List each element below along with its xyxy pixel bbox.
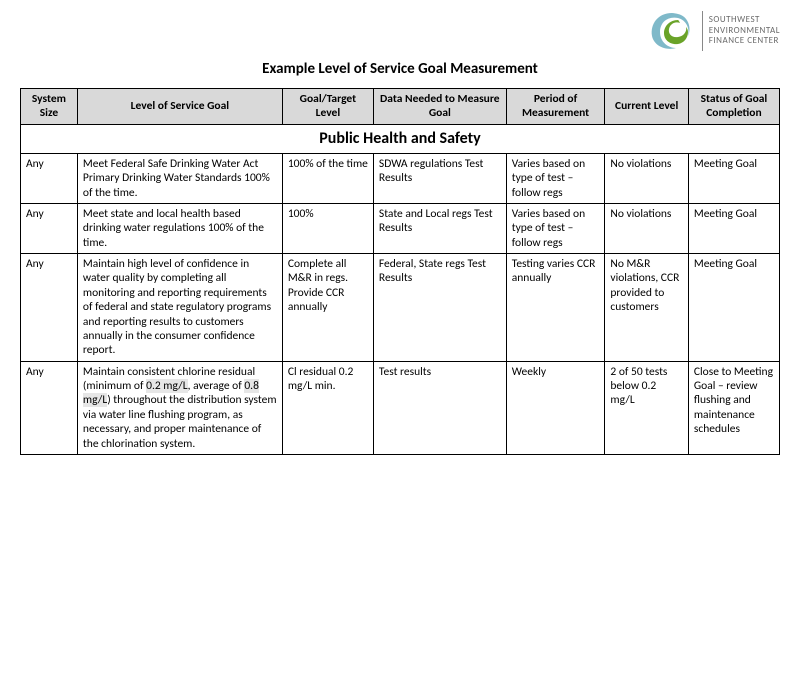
table-header-row: System Size Level of Service Goal Goal/T… bbox=[21, 89, 780, 125]
cell-current: No M&R violations, CCR provided to custo… bbox=[605, 254, 688, 362]
table-row: Any Meet Federal Safe Drinking Water Act… bbox=[21, 153, 780, 203]
logo-line-3: FINANCE CENTER bbox=[709, 36, 780, 46]
table-row: Any Meet state and local health based dr… bbox=[21, 203, 780, 253]
logo-text: SOUTHWEST ENVIRONMENTAL FINANCE CENTER bbox=[709, 15, 780, 46]
goal-highlight-1: 0.2 mg/L bbox=[146, 379, 188, 393]
col-data-needed: Data Needed to Measure Goal bbox=[373, 89, 506, 125]
cell-data: Federal, State regs Test Results bbox=[373, 254, 506, 362]
cell-period: Varies based on type of test – follow re… bbox=[506, 153, 605, 203]
cell-size: Any bbox=[21, 254, 78, 362]
cell-current: No violations bbox=[605, 153, 688, 203]
cell-data: Test results bbox=[373, 361, 506, 454]
cell-status: Meeting Goal bbox=[688, 254, 779, 362]
logo-divider bbox=[702, 11, 703, 51]
cell-status: Meeting Goal bbox=[688, 203, 779, 253]
cell-size: Any bbox=[21, 203, 78, 253]
col-level-of-service: Level of Service Goal bbox=[77, 89, 282, 125]
cell-period: Weekly bbox=[506, 361, 605, 454]
cell-data: SDWA regulations Test Results bbox=[373, 153, 506, 203]
col-goal-target: Goal/Target Level bbox=[282, 89, 373, 125]
goal-text-post: ) throughout the distribution system via… bbox=[83, 393, 277, 450]
col-status: Status of Goal Completion bbox=[688, 89, 779, 125]
goal-text-mid: , average of bbox=[188, 379, 245, 393]
cell-goal: Maintain consistent chlorine residual (m… bbox=[77, 361, 282, 454]
table-row: Any Maintain consistent chlorine residua… bbox=[21, 361, 780, 454]
cell-period: Varies based on type of test – follow re… bbox=[506, 203, 605, 253]
cell-target: 100% bbox=[282, 203, 373, 253]
swirl-logo-icon bbox=[648, 10, 696, 52]
cell-target: 100% of the time bbox=[282, 153, 373, 203]
cell-period: Testing varies CCR annually bbox=[506, 254, 605, 362]
page-title: Example Level of Service Goal Measuremen… bbox=[20, 60, 780, 78]
cell-current: 2 of 50 tests below 0.2 mg/L bbox=[605, 361, 688, 454]
col-current-level: Current Level bbox=[605, 89, 688, 125]
table-row: Any Maintain high level of confidence in… bbox=[21, 254, 780, 362]
cell-goal: Meet Federal Safe Drinking Water Act Pri… bbox=[77, 153, 282, 203]
cell-status: Meeting Goal bbox=[688, 153, 779, 203]
cell-goal: Maintain high level of confidence in wat… bbox=[77, 254, 282, 362]
cell-size: Any bbox=[21, 153, 78, 203]
cell-data: State and Local regs Test Results bbox=[373, 203, 506, 253]
section-header-row: Public Health and Safety bbox=[21, 124, 780, 153]
service-goal-table: System Size Level of Service Goal Goal/T… bbox=[20, 88, 780, 455]
cell-current: No violations bbox=[605, 203, 688, 253]
col-system-size: System Size bbox=[21, 89, 78, 125]
section-title: Public Health and Safety bbox=[21, 124, 780, 153]
cell-target: Cl residual 0.2 mg/L min. bbox=[282, 361, 373, 454]
cell-target: Complete all M&R in regs. Provide CCR an… bbox=[282, 254, 373, 362]
header-logo: SOUTHWEST ENVIRONMENTAL FINANCE CENTER bbox=[20, 10, 780, 52]
cell-status: Close to Meeting Goal – review flushing … bbox=[688, 361, 779, 454]
col-period: Period of Measurement bbox=[506, 89, 605, 125]
cell-goal: Meet state and local health based drinki… bbox=[77, 203, 282, 253]
cell-size: Any bbox=[21, 361, 78, 454]
